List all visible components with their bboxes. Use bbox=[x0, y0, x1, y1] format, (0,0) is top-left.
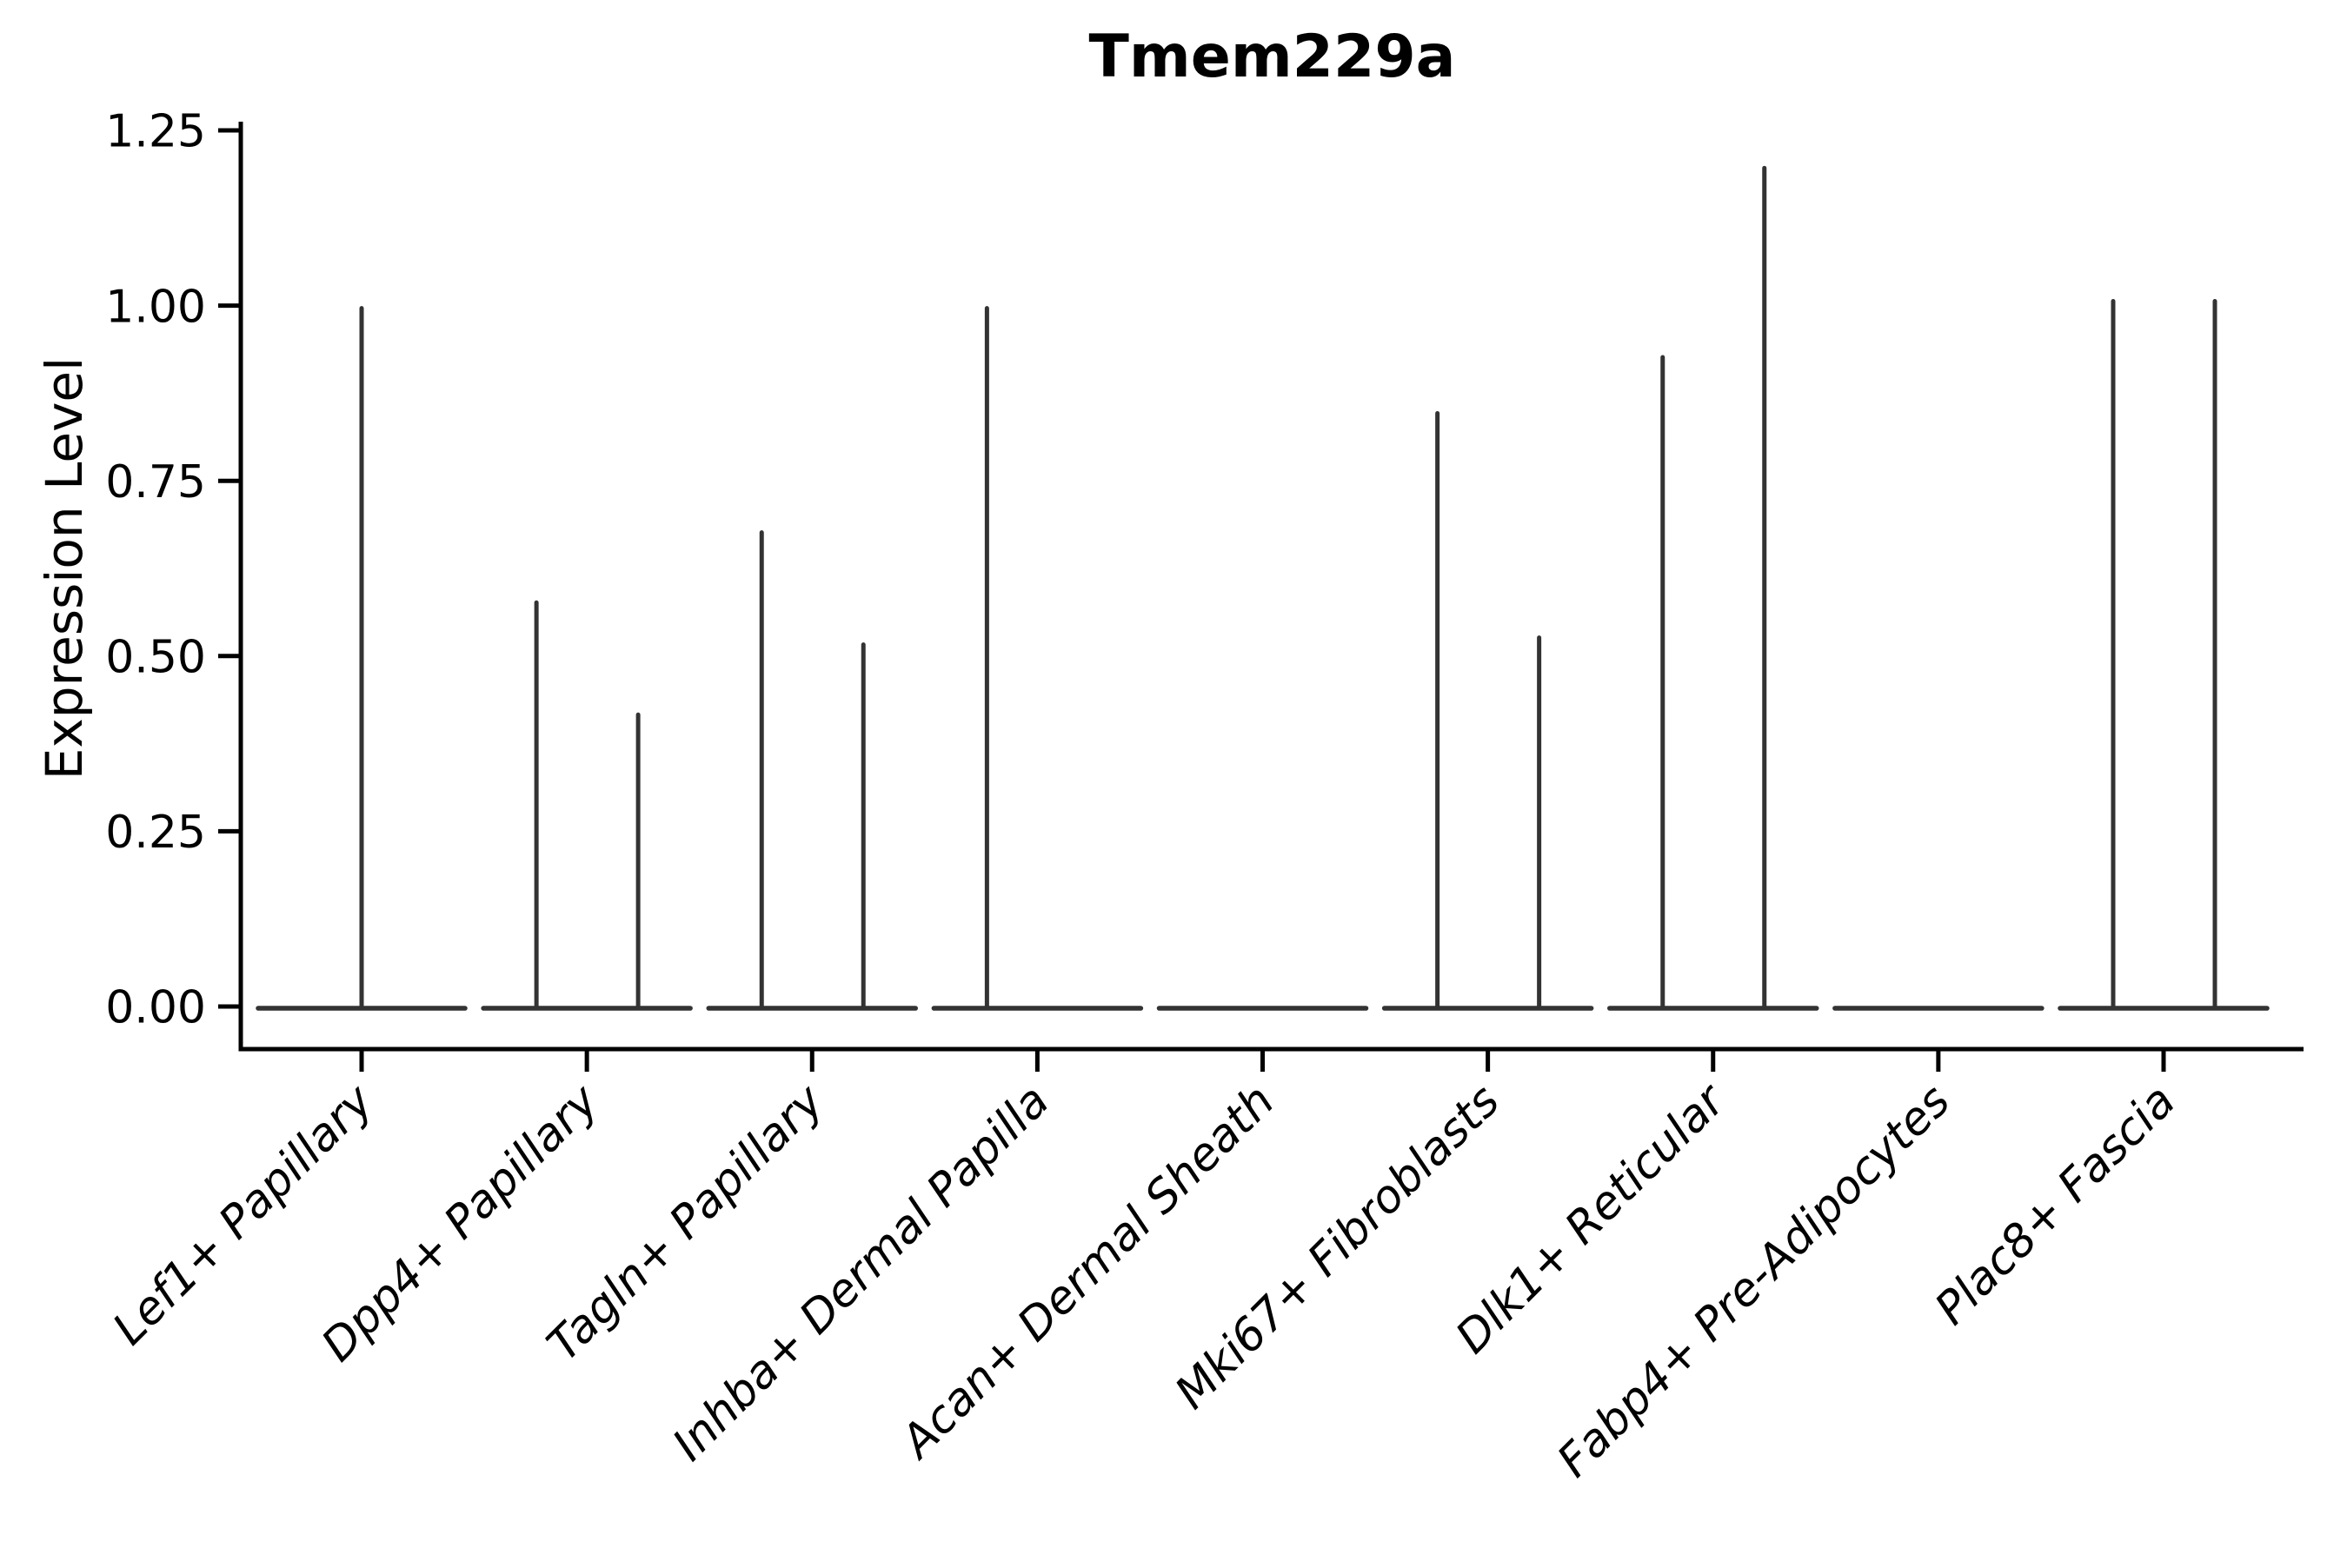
y-tick-label: 0.75 bbox=[105, 456, 206, 508]
y-tick-label: 0.50 bbox=[105, 632, 206, 684]
y-tick-label: 1.25 bbox=[105, 106, 206, 158]
y-axis-label: Expression Level bbox=[35, 356, 94, 781]
x-tick-label: Inhba+ Dermal Papilla bbox=[663, 1075, 1060, 1472]
y-tick-label: 1.00 bbox=[105, 281, 206, 333]
x-tick-label: Acan+ Dermal Sheath bbox=[890, 1075, 1285, 1470]
chart-title: Tmem229a bbox=[1088, 23, 1456, 91]
y-tick-label: 0.00 bbox=[105, 982, 206, 1034]
y-tick-label: 0.25 bbox=[105, 807, 206, 859]
x-tick-label: Plac8+ Fascia bbox=[1925, 1075, 2185, 1335]
x-tick-label: Fabp4+ Pre-Adipocytes bbox=[1547, 1075, 1960, 1488]
